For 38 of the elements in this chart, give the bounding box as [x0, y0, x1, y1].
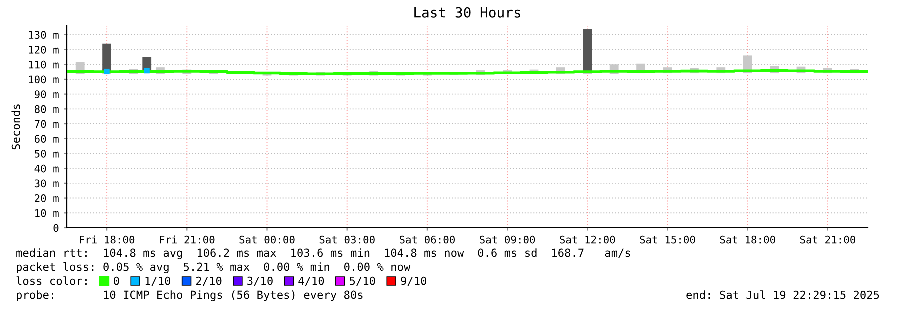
legend-label: 1/10: [146, 276, 171, 286]
y-tick-label: 100 m: [29, 76, 59, 84]
legend-label: 9/10: [401, 276, 427, 286]
y-tick-label: 50 m: [35, 150, 59, 158]
y-tick-label: 70 m: [34, 120, 59, 128]
y-tick-label: 40 m: [34, 164, 59, 173]
y-axis-title: Seconds: [12, 104, 20, 150]
x-tick-label: Sat 15:00: [640, 236, 696, 244]
y-tick-label: 120 m: [29, 46, 59, 54]
x-tick-label: Fri 18:00: [80, 236, 135, 244]
x-tick-label: Fri 21:00: [160, 236, 215, 244]
chart-title: Last 30 Hours: [414, 7, 520, 18]
text: probe: 10 ICMP Echo Pings (56 Bytes) every 80s: [17, 290, 363, 302]
legend-label: 2/10: [196, 276, 222, 286]
x-tick-label: Sat 18:00: [720, 236, 776, 244]
x-tick-label: Sat 12:00: [560, 236, 616, 244]
y-tick-label: 90 m: [34, 90, 59, 98]
y-tick-label: 20 m: [35, 194, 59, 202]
x-tick-label: Sat 21:00: [800, 236, 856, 244]
legend-label: 0: [114, 276, 120, 286]
y-tick-label: 0: [54, 224, 59, 232]
legend-title: loss color:: [16, 276, 87, 286]
legend-label: 5/10: [350, 276, 376, 286]
y-tick-label: 80 m: [34, 105, 59, 114]
x-tick-label: Sat 00:00: [240, 236, 295, 244]
y-tick-label: 130 m: [29, 31, 59, 40]
x-tick-label: Sat 03:00: [320, 236, 375, 244]
x-tick-label: Sat 06:00: [400, 236, 455, 244]
text: packet loss: 0.05 % avg 5.21 % max 0.00 % min 0.00 % now: [17, 262, 411, 274]
y-tick-label: 30 m: [34, 180, 59, 188]
y-tick-label: 60 m: [34, 135, 59, 144]
text: end: Sat Jul 19 22:29:15 2025: [686, 290, 880, 300]
text: median rtt: 104.8 ms avg 106.2 ms max 103.6 ms min 104.8 ms now 0.6 ms sd 168.7 am/s: [16, 248, 630, 260]
x-tick-label: Sat 09:00: [480, 236, 536, 244]
legend-label: 4/10: [298, 276, 324, 286]
y-tick-label: 110 m: [29, 60, 59, 69]
legend-label: 3/10: [248, 276, 273, 286]
y-tick-label: 10 m: [36, 209, 59, 218]
